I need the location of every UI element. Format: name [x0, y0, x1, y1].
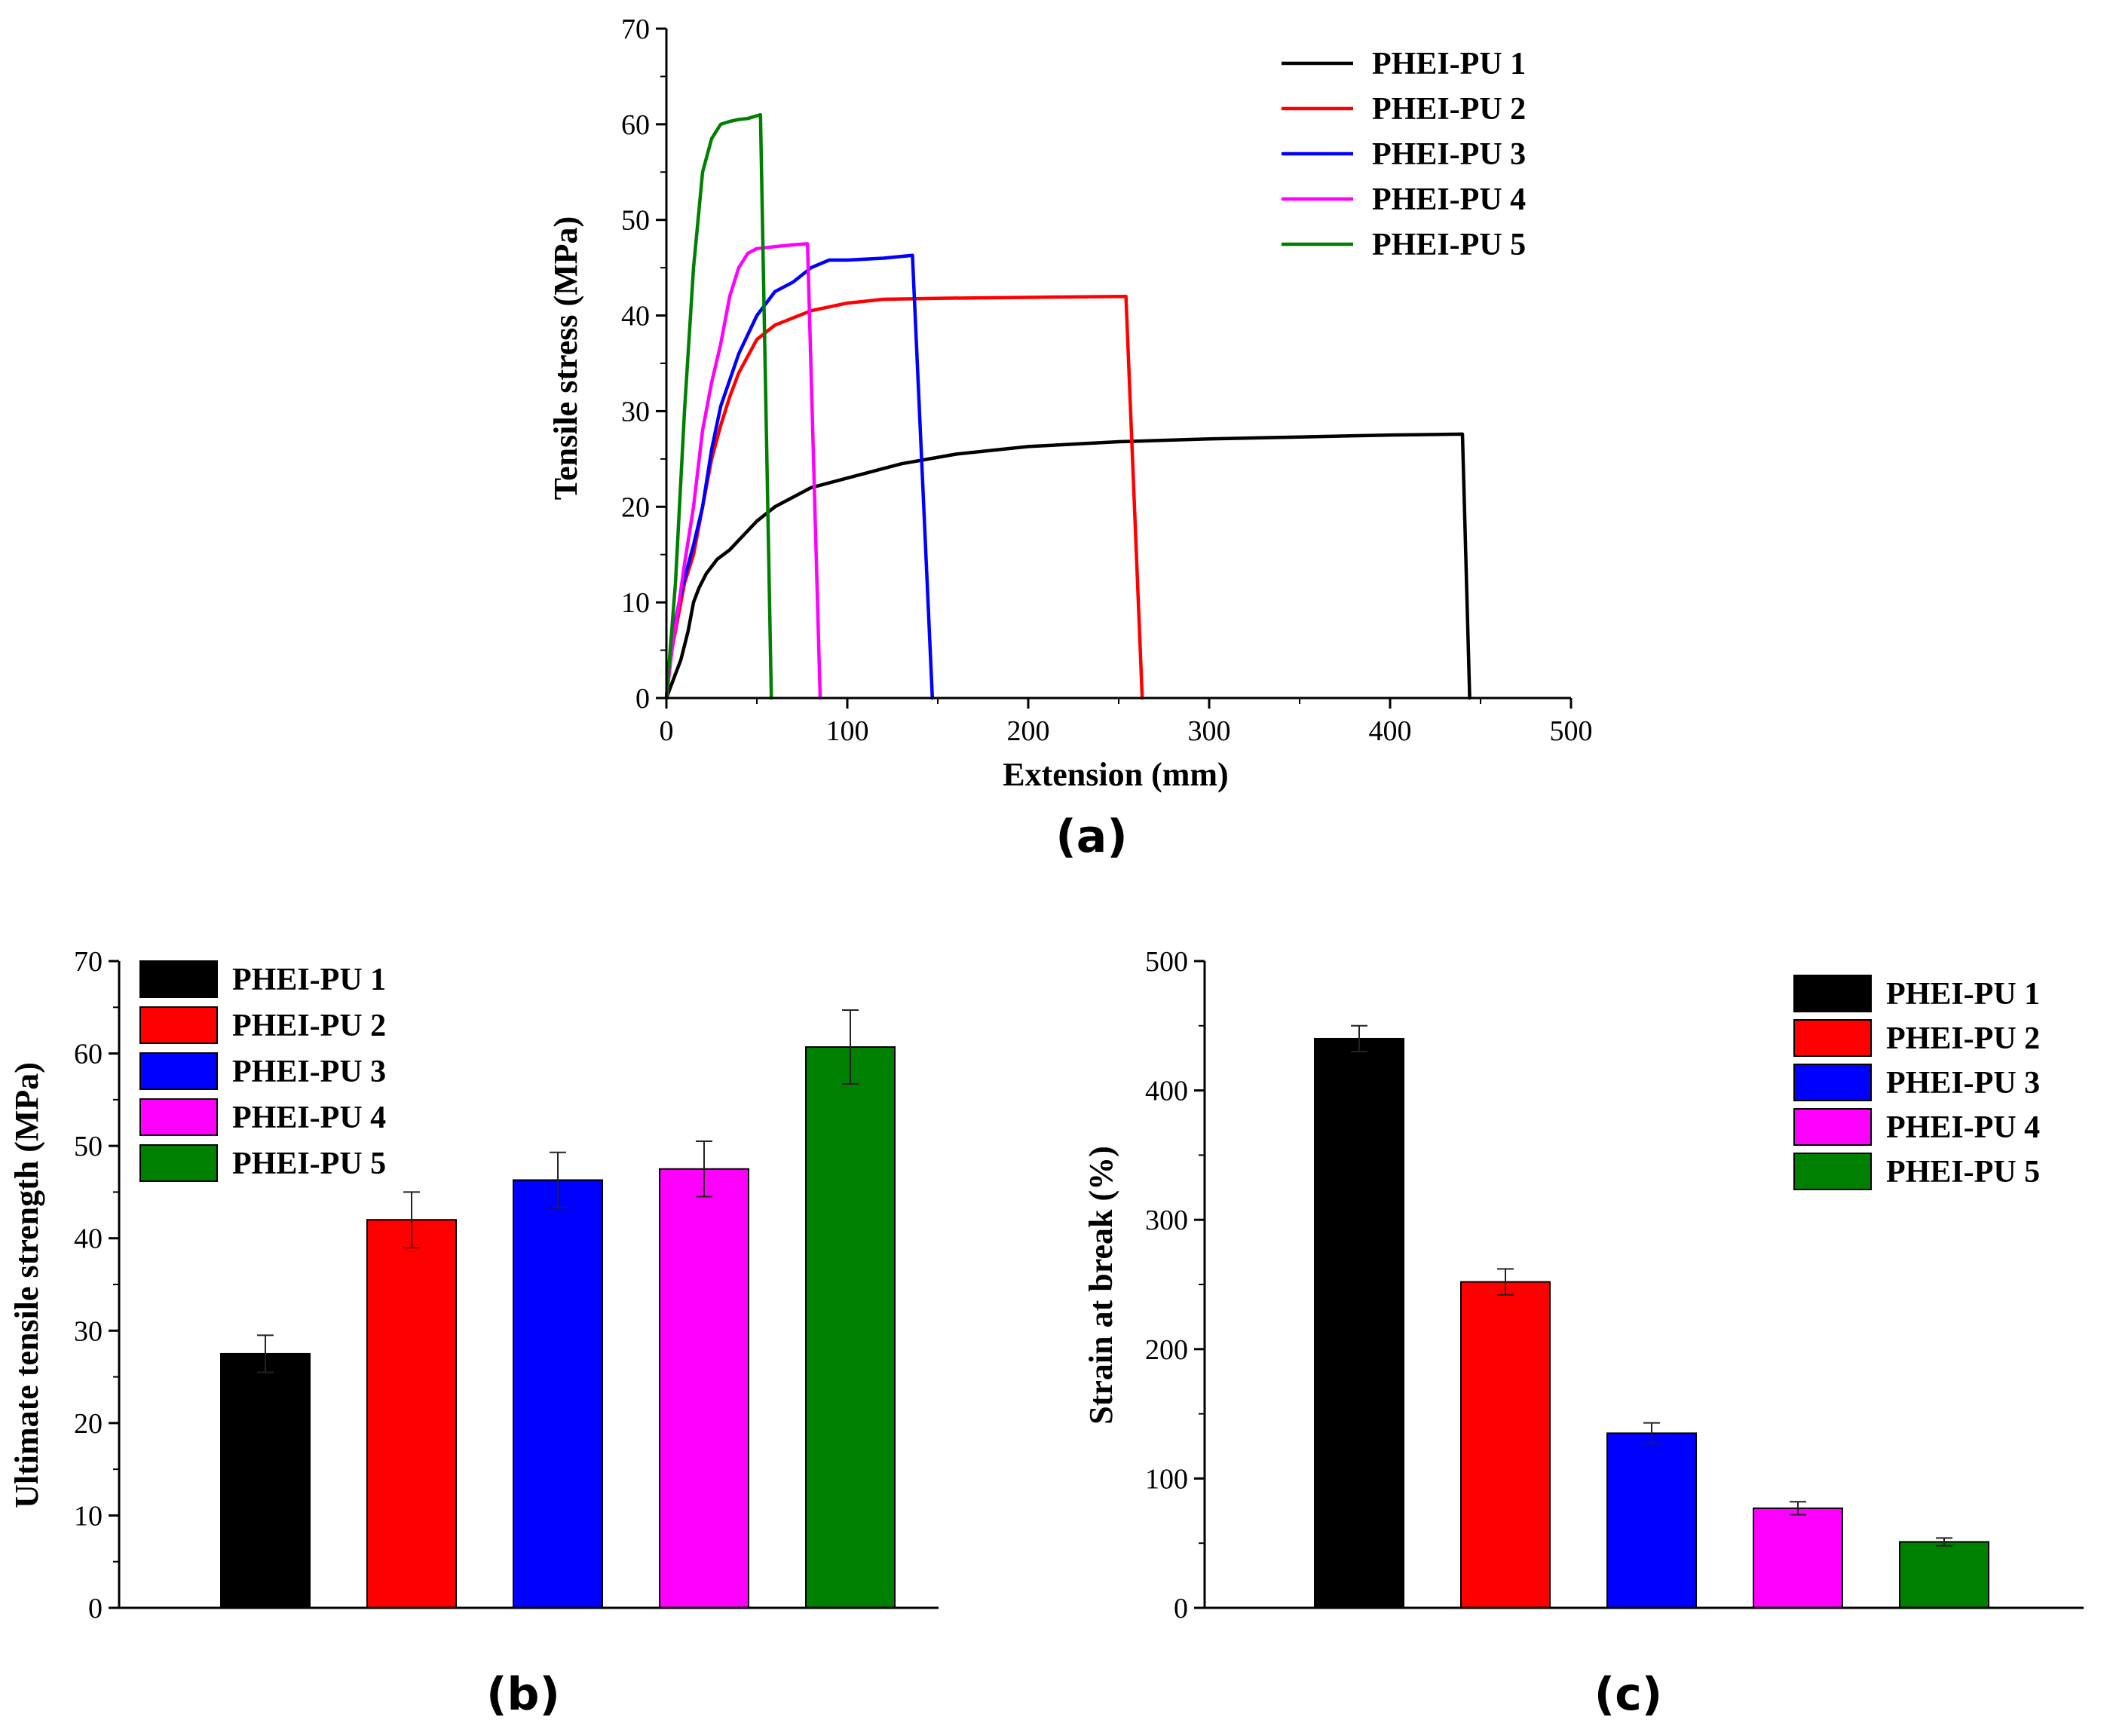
b-bar-3 — [513, 1179, 603, 1609]
a-legend: PHEI-PU 1 PHEI-PU 2 PHEI-PU 3 PHEI-PU 4 PHEI… — [1282, 47, 1526, 262]
c-y-tick-label: 0 — [1174, 1593, 1188, 1624]
b-y-axis-title: Ultimate tensile strength (MPa) — [8, 1062, 45, 1508]
b-panel-label: (b) — [486, 1668, 560, 1721]
c-legend-label-2: PHEI-PU 2 — [1886, 1021, 2040, 1056]
a-x-tick-label: 400 — [1369, 715, 1412, 747]
b-legend-label-1: PHEI-PU 1 — [232, 963, 386, 997]
a-y-tick-label: 70 — [621, 14, 650, 45]
a-legend-label-4: PHEI-PU 4 — [1372, 182, 1526, 217]
a-axes: 0 10 20 30 40 50 60 70 0 100 200 300 400 500 — [621, 14, 1593, 747]
a-series-line-3 — [664, 253, 935, 700]
b-axes: 0 10 20 30 40 50 60 70 — [74, 946, 939, 1624]
panel-b-bar-chart: 0 10 20 30 40 50 60 70 Ultimate tensile strengt… — [8, 946, 939, 1721]
b-legend-swatch-5 — [139, 1144, 218, 1182]
a-y-tick-label: 30 — [621, 396, 650, 427]
b-y-tick-label: 10 — [74, 1500, 103, 1532]
b-y-tick-label: 40 — [74, 1223, 103, 1255]
a-series-line-5 — [664, 112, 773, 700]
a-y-tick-label: 0 — [635, 683, 650, 715]
c-y-tick-label: 100 — [1145, 1463, 1188, 1495]
a-legend-label-2: PHEI-PU 2 — [1372, 92, 1526, 127]
a-y-tick-label: 60 — [621, 109, 650, 141]
b-bar-4 — [659, 1168, 749, 1609]
c-axes: 0 100 200 300 400 500 — [1145, 946, 2084, 1624]
b-bar-5 — [805, 1046, 896, 1609]
b-legend-label-4: PHEI-PU 4 — [232, 1101, 386, 1135]
c-bars-group — [1314, 1024, 1989, 1609]
c-legend-swatch-3 — [1793, 1064, 1872, 1101]
b-y-tick-label: 20 — [74, 1408, 103, 1440]
a-x-tick-label: 200 — [1007, 715, 1050, 747]
c-bar-3 — [1606, 1432, 1697, 1609]
c-bar-2 — [1460, 1281, 1551, 1609]
b-y-tick-label: 30 — [74, 1315, 103, 1347]
a-x-tick-label: 300 — [1188, 715, 1231, 747]
c-bar-5 — [1899, 1541, 1989, 1609]
a-legend-label-1: PHEI-PU 1 — [1372, 47, 1526, 81]
b-y-tick-label: 0 — [88, 1593, 103, 1624]
a-legend-label-5: PHEI-PU 5 — [1372, 228, 1526, 262]
c-legend-swatch-4 — [1793, 1108, 1872, 1146]
c-panel-label: (c) — [1594, 1668, 1662, 1721]
a-y-axis-title: Tensile stress (MPa) — [547, 216, 584, 500]
b-bars-group — [220, 1009, 896, 1609]
b-bar-1 — [220, 1352, 311, 1609]
b-y-tick-label: 50 — [74, 1131, 103, 1162]
c-y-tick-label: 300 — [1145, 1205, 1188, 1236]
a-x-tick-label: 100 — [826, 715, 869, 747]
c-y-axis-title: Strain at break (%) — [1083, 1146, 1119, 1425]
a-panel-label: (a) — [1055, 810, 1127, 863]
c-legend-swatch-1 — [1793, 975, 1872, 1012]
c-legend-swatch-2 — [1793, 1019, 1872, 1057]
b-legend: PHEI-PU 1 PHEI-PU 2 PHEI-PU 3 PHEI-PU 4 PHEI… — [139, 960, 386, 1182]
b-y-tick-label: 70 — [74, 946, 103, 978]
c-legend-swatch-5 — [1793, 1153, 1872, 1190]
a-y-tick-label: 10 — [621, 587, 650, 619]
panel-c-bar-chart: 0 100 200 300 400 500 Strain at break (%) PHE… — [1083, 946, 2084, 1721]
a-x-axis-title: Extension (mm) — [1003, 756, 1228, 793]
a-series-line-4 — [664, 242, 822, 700]
a-legend-label-3: PHEI-PU 3 — [1372, 137, 1526, 172]
a-y-tick-label: 20 — [621, 491, 650, 523]
a-x-tick-label: 0 — [660, 715, 674, 747]
c-y-tick-label: 200 — [1145, 1334, 1188, 1366]
c-y-tick-label: 400 — [1145, 1076, 1188, 1107]
c-legend-label-5: PHEI-PU 5 — [1886, 1155, 2040, 1189]
c-legend-label-4: PHEI-PU 4 — [1886, 1110, 2040, 1145]
c-bar-4 — [1753, 1507, 1843, 1609]
b-legend-label-3: PHEI-PU 3 — [232, 1055, 386, 1089]
b-legend-swatch-3 — [139, 1052, 218, 1090]
b-y-tick-label: 60 — [74, 1039, 103, 1070]
b-legend-swatch-4 — [139, 1098, 218, 1136]
c-legend-label-3: PHEI-PU 3 — [1886, 1066, 2040, 1101]
a-series-line-1 — [664, 432, 1471, 700]
b-legend-label-2: PHEI-PU 2 — [232, 1009, 386, 1043]
b-legend-label-5: PHEI-PU 5 — [232, 1147, 386, 1181]
b-bar-2 — [366, 1219, 457, 1609]
b-legend-swatch-2 — [139, 1006, 218, 1044]
c-legend-label-1: PHEI-PU 1 — [1886, 977, 2040, 1012]
a-y-tick-label: 40 — [621, 301, 650, 332]
b-legend-swatch-1 — [139, 960, 218, 998]
c-legend: PHEI-PU 1 PHEI-PU 2 PHEI-PU 3 PHEI-PU 4 PHEI… — [1793, 975, 2040, 1190]
c-y-tick-label: 500 — [1145, 946, 1188, 978]
c-bar-1 — [1314, 1037, 1404, 1609]
panel-a-line-chart: 0 10 20 30 40 50 60 70 0 100 200 300 400 500 Tensile … — [547, 14, 1593, 863]
a-x-tick-label: 500 — [1550, 715, 1593, 747]
a-series-group — [664, 112, 1471, 700]
a-y-tick-label: 50 — [621, 205, 650, 237]
